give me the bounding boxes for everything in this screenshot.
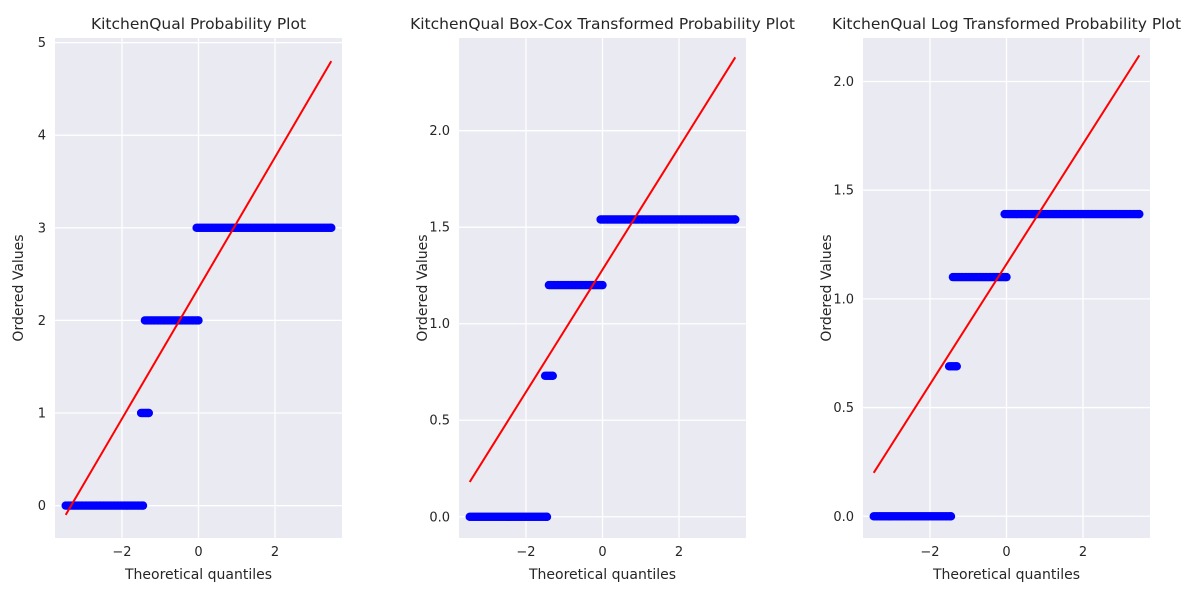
data-point xyxy=(946,512,956,521)
data-point xyxy=(542,512,552,521)
chart-title: KitchenQual Probability Plot xyxy=(91,15,306,33)
point-group-2 xyxy=(540,371,557,380)
y-tick-label: 0.5 xyxy=(833,401,854,416)
y-axis-label: Ordered Values xyxy=(11,234,27,341)
point-group-1 xyxy=(869,512,956,521)
y-tick-label: 1.5 xyxy=(833,184,854,199)
y-tick-label: 1.0 xyxy=(833,292,854,307)
x-tick-label: −2 xyxy=(516,545,535,560)
x-tick-label: 2 xyxy=(675,545,683,560)
x-axis-label: Theoretical quantiles xyxy=(124,567,272,583)
fit-line xyxy=(64,60,333,516)
y-tick-label: 2.0 xyxy=(833,75,854,90)
x-tick-label: 2 xyxy=(271,545,279,560)
point-group-4 xyxy=(192,223,336,232)
probability-plot-panel-2: −2 0 2 0.0 0.5 1.0 1.5 2.0 KitchenQual Box-Cox T… xyxy=(410,15,795,583)
point-group-3 xyxy=(544,280,607,290)
x-tick-label: 0 xyxy=(598,545,606,560)
data-point xyxy=(1002,272,1011,282)
y-tick-label: 0.0 xyxy=(833,510,854,525)
point-group-4 xyxy=(596,215,740,224)
data-point xyxy=(1135,209,1144,219)
data-point xyxy=(144,408,153,418)
point-group-4 xyxy=(1000,209,1144,219)
y-tick-label: 1 xyxy=(38,407,46,422)
x-tick-label: 2 xyxy=(1079,545,1087,560)
fit-line xyxy=(872,54,1141,474)
y-tick-label: 5 xyxy=(38,36,46,51)
y-tick-label: 2.0 xyxy=(429,124,450,139)
data-point xyxy=(327,223,336,232)
fit-line xyxy=(468,56,737,483)
chart-title: KitchenQual Box-Cox Transformed Probabil… xyxy=(410,15,795,33)
x-axis-label: Theoretical quantiles xyxy=(932,567,1080,583)
y-axis-label: Ordered Values xyxy=(415,234,431,341)
y-tick-label: 2 xyxy=(38,314,46,329)
y-tick-label: 1.5 xyxy=(429,221,450,236)
data-point xyxy=(952,362,961,371)
point-group-3 xyxy=(948,272,1011,282)
point-group-2 xyxy=(136,408,153,418)
y-tick-label: 3 xyxy=(38,221,46,236)
y-tick-label: 1.0 xyxy=(429,317,450,332)
point-group-1 xyxy=(61,501,148,510)
chart-title: KitchenQual Log Transformed Probability … xyxy=(832,15,1181,33)
x-tick-label: −2 xyxy=(112,545,131,560)
y-axis-label: Ordered Values xyxy=(819,234,835,341)
data-point xyxy=(598,280,607,290)
y-tick-label: 4 xyxy=(38,129,46,144)
y-tick-label: 0.5 xyxy=(429,414,450,429)
y-tick-label: 0.0 xyxy=(429,510,450,525)
probability-plot-panel-1: −2 0 2 0 1 2 3 4 5 KitchenQual Probability Plot Th… xyxy=(11,15,342,583)
y-tick-label: 0 xyxy=(38,499,46,514)
data-point xyxy=(194,316,203,325)
x-axis-label: Theoretical quantiles xyxy=(528,567,676,583)
x-tick-label: −2 xyxy=(920,545,939,560)
point-group-3 xyxy=(140,316,203,325)
point-group-1 xyxy=(465,512,552,521)
x-tick-label: 0 xyxy=(1002,545,1010,560)
data-point xyxy=(731,215,740,224)
x-tick-label: 0 xyxy=(194,545,202,560)
probability-plot-panel-3: −2 0 2 0.0 0.5 1.0 1.5 2.0 KitchenQual Log Trans… xyxy=(819,15,1181,583)
data-point xyxy=(138,501,148,510)
data-point xyxy=(548,371,557,380)
point-group-2 xyxy=(944,362,961,371)
